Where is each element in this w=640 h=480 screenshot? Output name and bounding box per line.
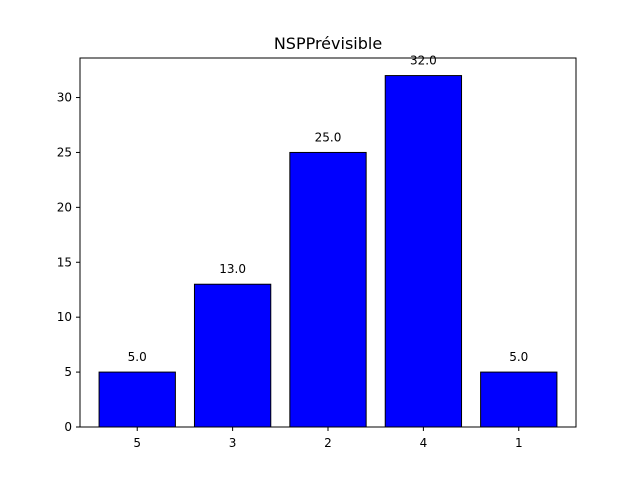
- y-tick-label: 30: [57, 91, 72, 105]
- chart-title: NSPPrévisible: [274, 34, 382, 53]
- data-label: 32.0: [410, 54, 437, 68]
- data-labels-group: 5.0 13.0 25.0 32.0 5.0: [128, 54, 529, 365]
- y-tick-label: 15: [57, 255, 72, 269]
- x-tick-label: 2: [324, 436, 332, 450]
- y-axis: 0 5 10 15 20 25 30: [57, 91, 80, 434]
- bar-1: [480, 371, 558, 428]
- y-tick-label: 5: [64, 365, 72, 379]
- data-label: 5.0: [509, 350, 528, 364]
- x-tick-label: 5: [133, 436, 141, 450]
- x-axis: 5 3 2 4 1: [133, 427, 523, 450]
- bar-2: [289, 151, 367, 428]
- data-label: 25.0: [315, 130, 342, 144]
- y-tick-label: 0: [64, 420, 72, 434]
- x-tick-label: 1: [515, 436, 523, 450]
- data-label: 13.0: [219, 262, 246, 276]
- bar-4: [384, 75, 463, 428]
- y-tick-label: 10: [57, 310, 72, 324]
- bar-5: [98, 371, 176, 428]
- plot-frame: [79, 57, 577, 428]
- bars-group: [98, 75, 558, 428]
- x-tick-label: 4: [420, 436, 428, 450]
- y-tick-label: 20: [57, 200, 72, 214]
- bar-3: [193, 283, 272, 428]
- data-label: 5.0: [128, 350, 147, 364]
- x-tick-label: 3: [229, 436, 237, 450]
- y-tick-label: 25: [57, 145, 72, 159]
